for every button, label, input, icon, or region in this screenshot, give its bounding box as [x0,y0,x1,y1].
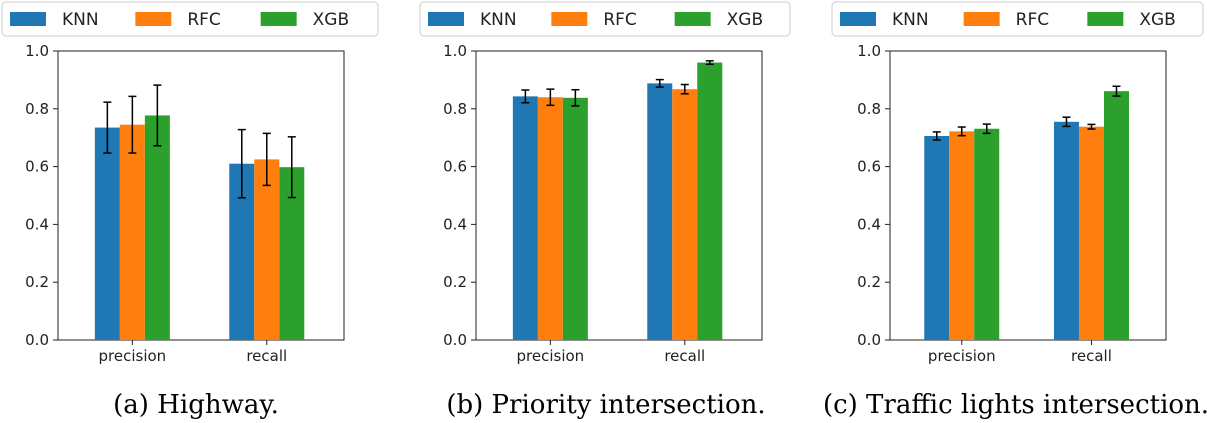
x-tick-label: precision [517,347,585,365]
x-tick-label: recall [1071,347,1112,365]
legend-label-xgb: XGB [727,10,763,30]
panel-c: 0.0 0.2 0.4 0.6 0.8 1.0 precision recall KNN RFC X… [823,1,1207,420]
y-tick-label: 0.6 [25,158,49,176]
legend-swatch-xgb [674,12,711,26]
bar-rfc-precision [119,124,145,340]
legend-label-rfc: RFC [187,10,220,30]
bar-xgb-precision [144,115,170,341]
legend-swatch-rfc [963,12,1000,26]
bar-rfc-recall [254,159,280,340]
legend: KNN RFC XGB [419,1,791,37]
legend-label-knn: KNN [62,10,99,30]
panel-a: 0.0 0.2 0.4 0.6 0.8 1.0 precision recall KNN RFC X… [1,1,379,420]
panel-caption: (b) Priority intersection. [446,390,765,420]
plot-area [57,50,345,341]
y-tick-label: 0.4 [857,215,881,233]
y-tick-label: 0.0 [25,331,49,349]
legend-swatch-knn [840,12,876,26]
legend-label-knn: KNN [480,10,517,30]
bar-knn-recall [1053,121,1079,341]
legend-label-knn: KNN [892,10,929,30]
y-tick-label: 0.2 [25,273,49,291]
panel-caption: (a) Highway. [113,390,279,420]
bar-knn-precision [94,127,120,341]
plot-area [889,50,1167,341]
legend-label-xgb: XGB [313,10,349,30]
y-tick-label: 0.0 [443,331,467,349]
plot-area [475,50,763,341]
bar-xgb-precision [974,128,1000,340]
y-tick-label: 1.0 [443,42,467,60]
y-tick-label: 0.4 [443,215,467,233]
x-tick-label: recall [664,347,705,365]
bar-knn-recall [647,83,673,341]
legend: KNN RFC XGB [1,1,379,37]
legend-swatch-xgb [260,12,297,26]
legend: KNN RFC XGB [831,1,1204,37]
x-tick-label: recall [246,347,287,365]
bar-xgb-precision [562,97,588,341]
legend-swatch-rfc [135,12,172,26]
y-tick-label: 1.0 [857,42,881,60]
x-tick-label: precision [99,347,167,365]
legend-box [831,1,1204,37]
y-tick-label: 0.8 [25,100,49,118]
legend-label-rfc: RFC [1016,10,1049,30]
legend-swatch-rfc [551,12,588,26]
y-tick-label: 0.2 [443,273,467,291]
x-tick-label: precision [928,347,996,365]
bar-xgb-recall [1103,91,1129,341]
legend-swatch-knn [10,12,46,26]
bar-xgb-recall [697,62,723,341]
legend-box [419,1,791,37]
y-tick-label: 0.6 [443,158,467,176]
legend-swatch-xgb [1087,12,1124,26]
y-tick-label: 0.8 [443,100,467,118]
legend-label-xgb: XGB [1139,10,1175,30]
legend-label-rfc: RFC [603,10,636,30]
legend-swatch-knn [428,12,464,26]
bar-rfc-recall [1078,126,1104,340]
bar-knn-precision [924,135,950,340]
panel-b: 0.0 0.2 0.4 0.6 0.8 1.0 precision recall KNN RFC X… [419,1,791,420]
bar-rfc-precision [949,131,975,340]
y-tick-label: 0.6 [857,158,881,176]
bar-rfc-recall [672,89,698,340]
bar-rfc-precision [537,97,563,341]
y-tick-label: 1.0 [25,42,49,60]
panel-caption: (c) Traffic lights intersection. [823,390,1207,420]
y-tick-label: 0.2 [857,273,881,291]
legend-box [1,1,379,37]
y-tick-label: 0.0 [857,331,881,349]
y-tick-label: 0.4 [25,215,49,233]
bar-knn-precision [512,96,538,340]
y-tick-label: 0.8 [857,100,881,118]
